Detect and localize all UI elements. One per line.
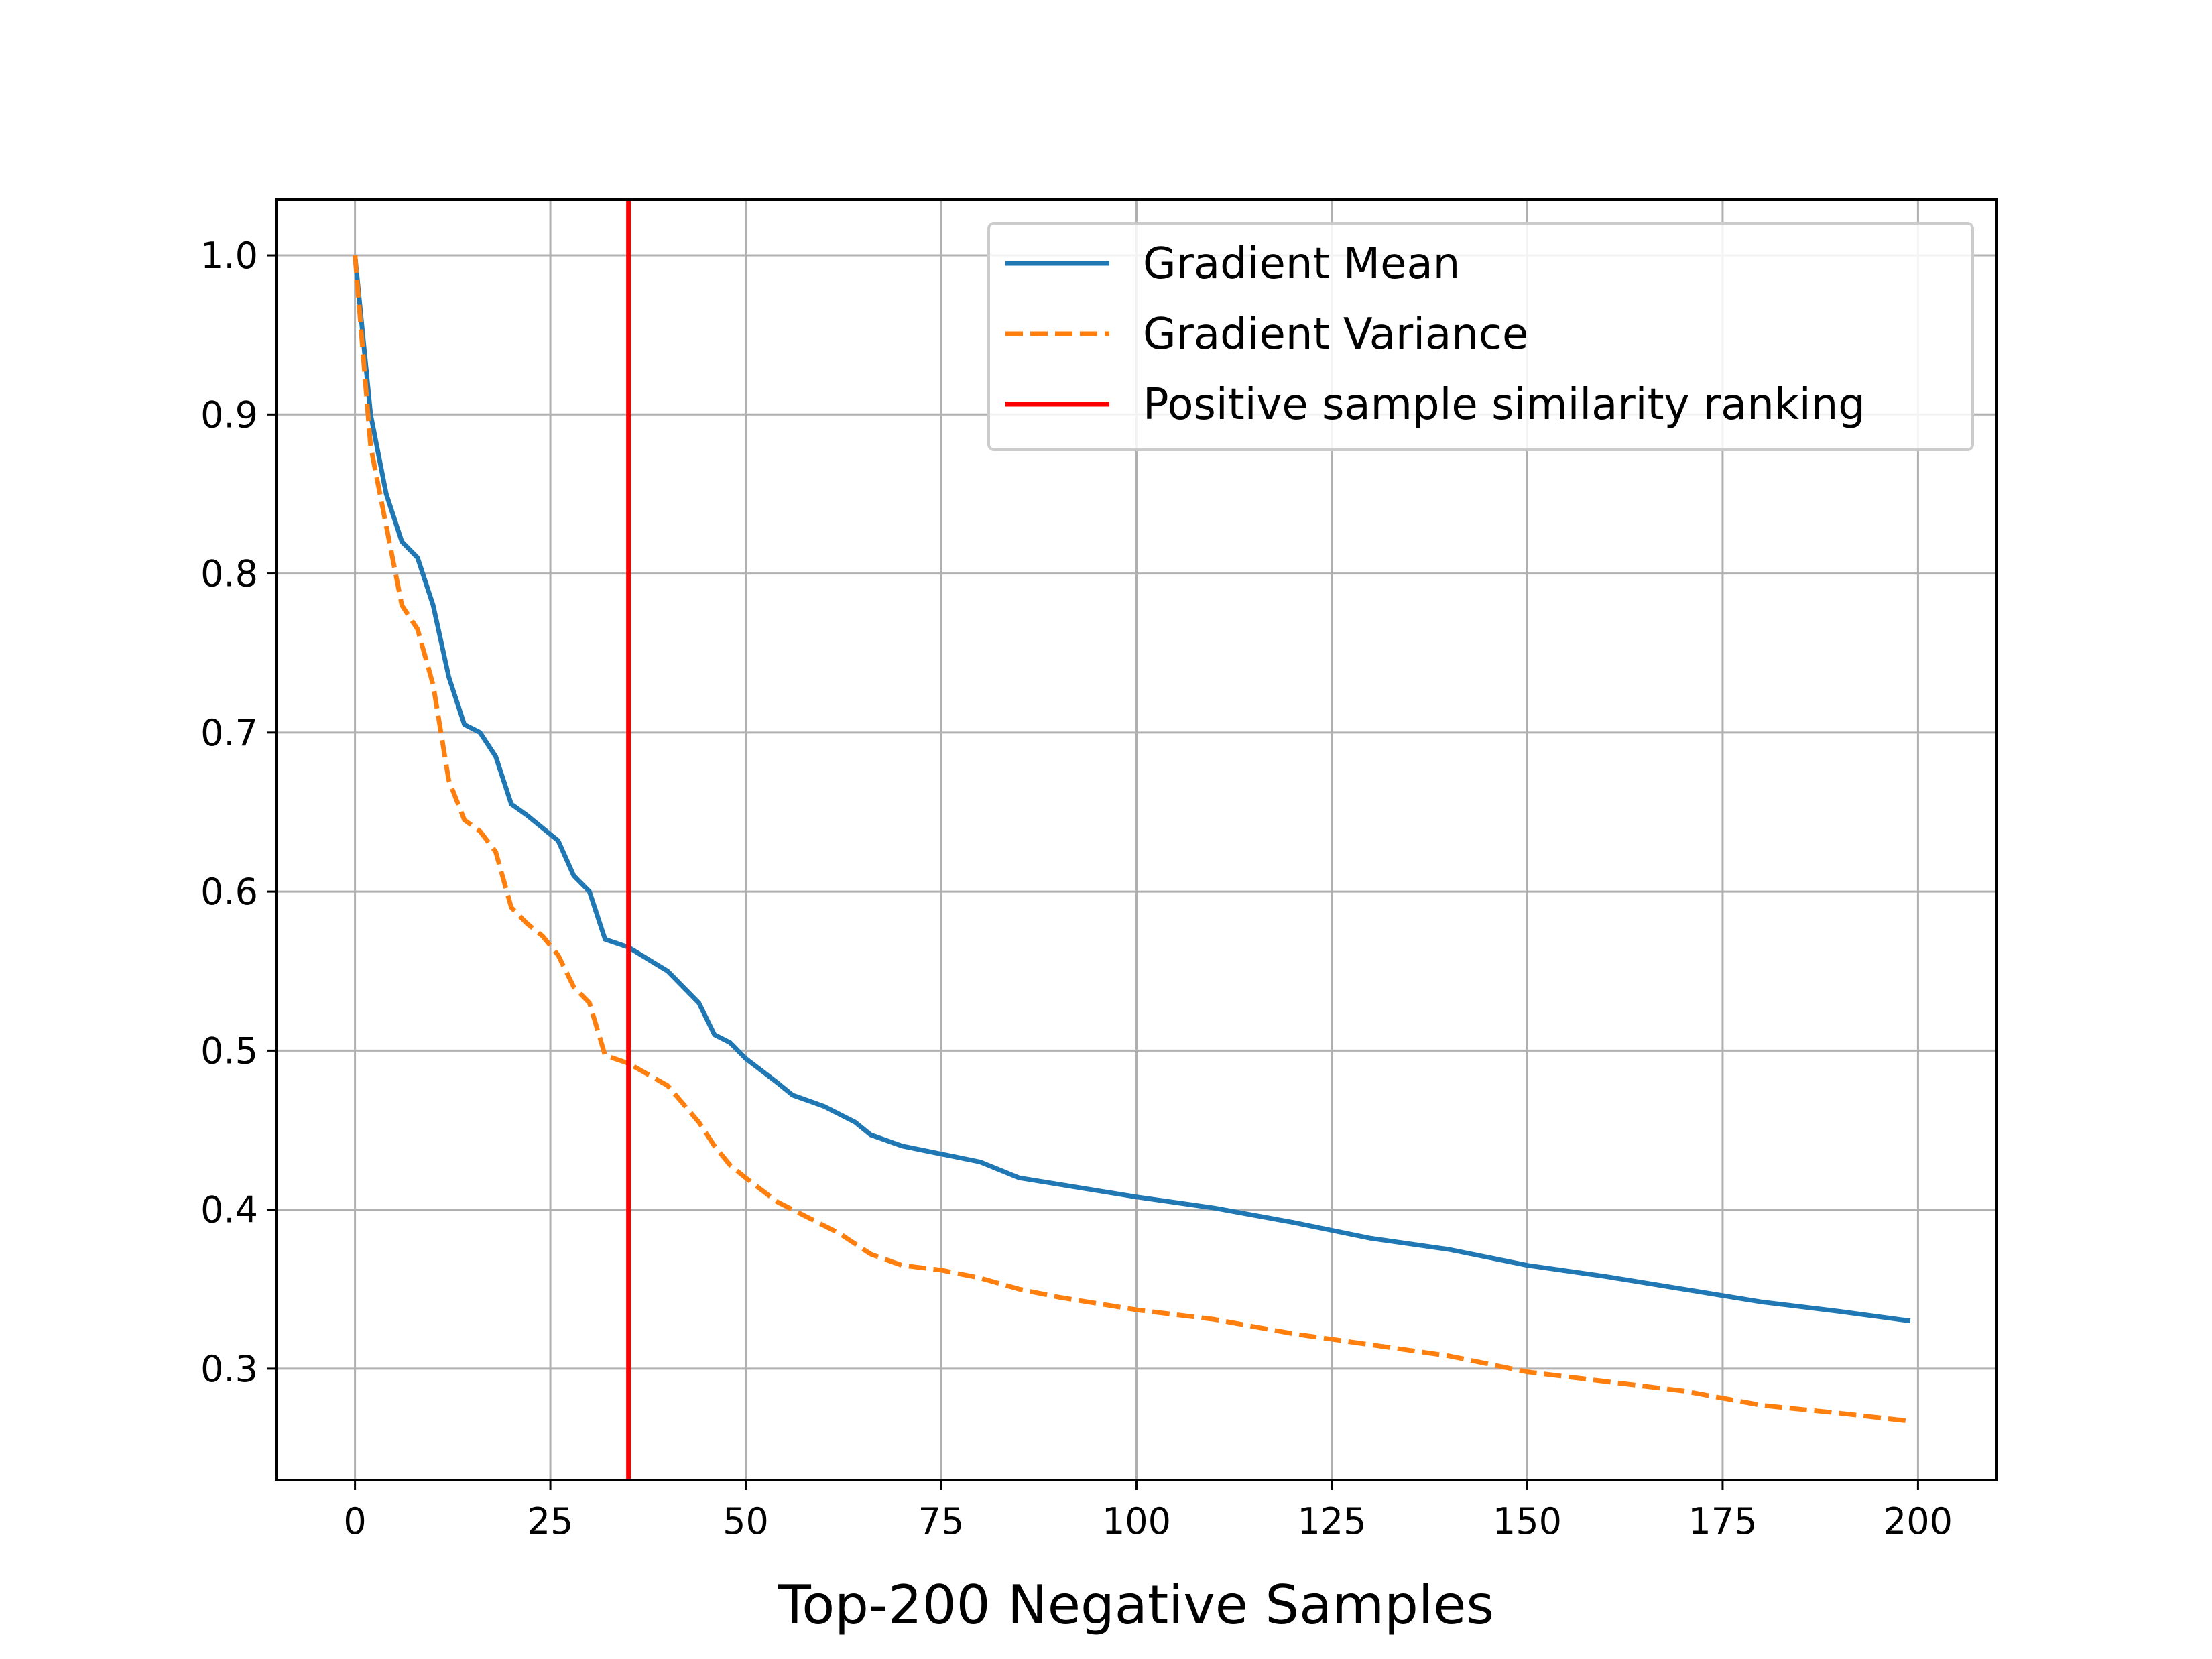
x-tick-label: 0 — [343, 1500, 366, 1542]
x-tick-label: 100 — [1102, 1500, 1171, 1542]
legend-label-gradient-mean: Gradient Mean — [1143, 239, 1460, 289]
y-tick-label: 0.4 — [200, 1189, 258, 1231]
legend-label-positive-sample: Positive sample similarity ranking — [1143, 380, 1865, 430]
y-tick-label: 0.3 — [200, 1348, 258, 1390]
x-tick-label: 75 — [918, 1500, 965, 1542]
y-tick-label: 0.7 — [200, 712, 258, 754]
y-tick-label: 1.0 — [200, 235, 258, 277]
x-tick-label: 25 — [528, 1500, 574, 1542]
y-tick-label: 0.6 — [200, 871, 258, 913]
series-line-gradient-mean — [353, 255, 1911, 1324]
legend-label-gradient-variance: Gradient Variance — [1143, 310, 1528, 359]
x-tick-label: 200 — [1884, 1500, 1953, 1542]
y-tick-label: 0.9 — [200, 393, 258, 436]
series-line-gradient-variance — [353, 255, 1911, 1424]
x-tick-label: 50 — [723, 1500, 769, 1542]
x-tick-label: 150 — [1493, 1500, 1562, 1542]
x-tick-label: 175 — [1688, 1500, 1757, 1542]
y-tick-label: 0.5 — [200, 1030, 258, 1072]
x-axis-label: Top-200 Negative Samples — [778, 1574, 1494, 1636]
axis-ticks: 0 25 50 75 100 125 150 175 200 0.3 0.4 0.5 0.6 0.7 0.8… — [200, 235, 1953, 1542]
y-tick-label: 0.8 — [200, 553, 258, 595]
legend: Gradient Mean Gradient Variance Positive… — [987, 222, 1974, 451]
x-tick-label: 125 — [1297, 1500, 1366, 1542]
legend-box — [987, 222, 1974, 451]
plot-area — [353, 200, 1911, 1480]
